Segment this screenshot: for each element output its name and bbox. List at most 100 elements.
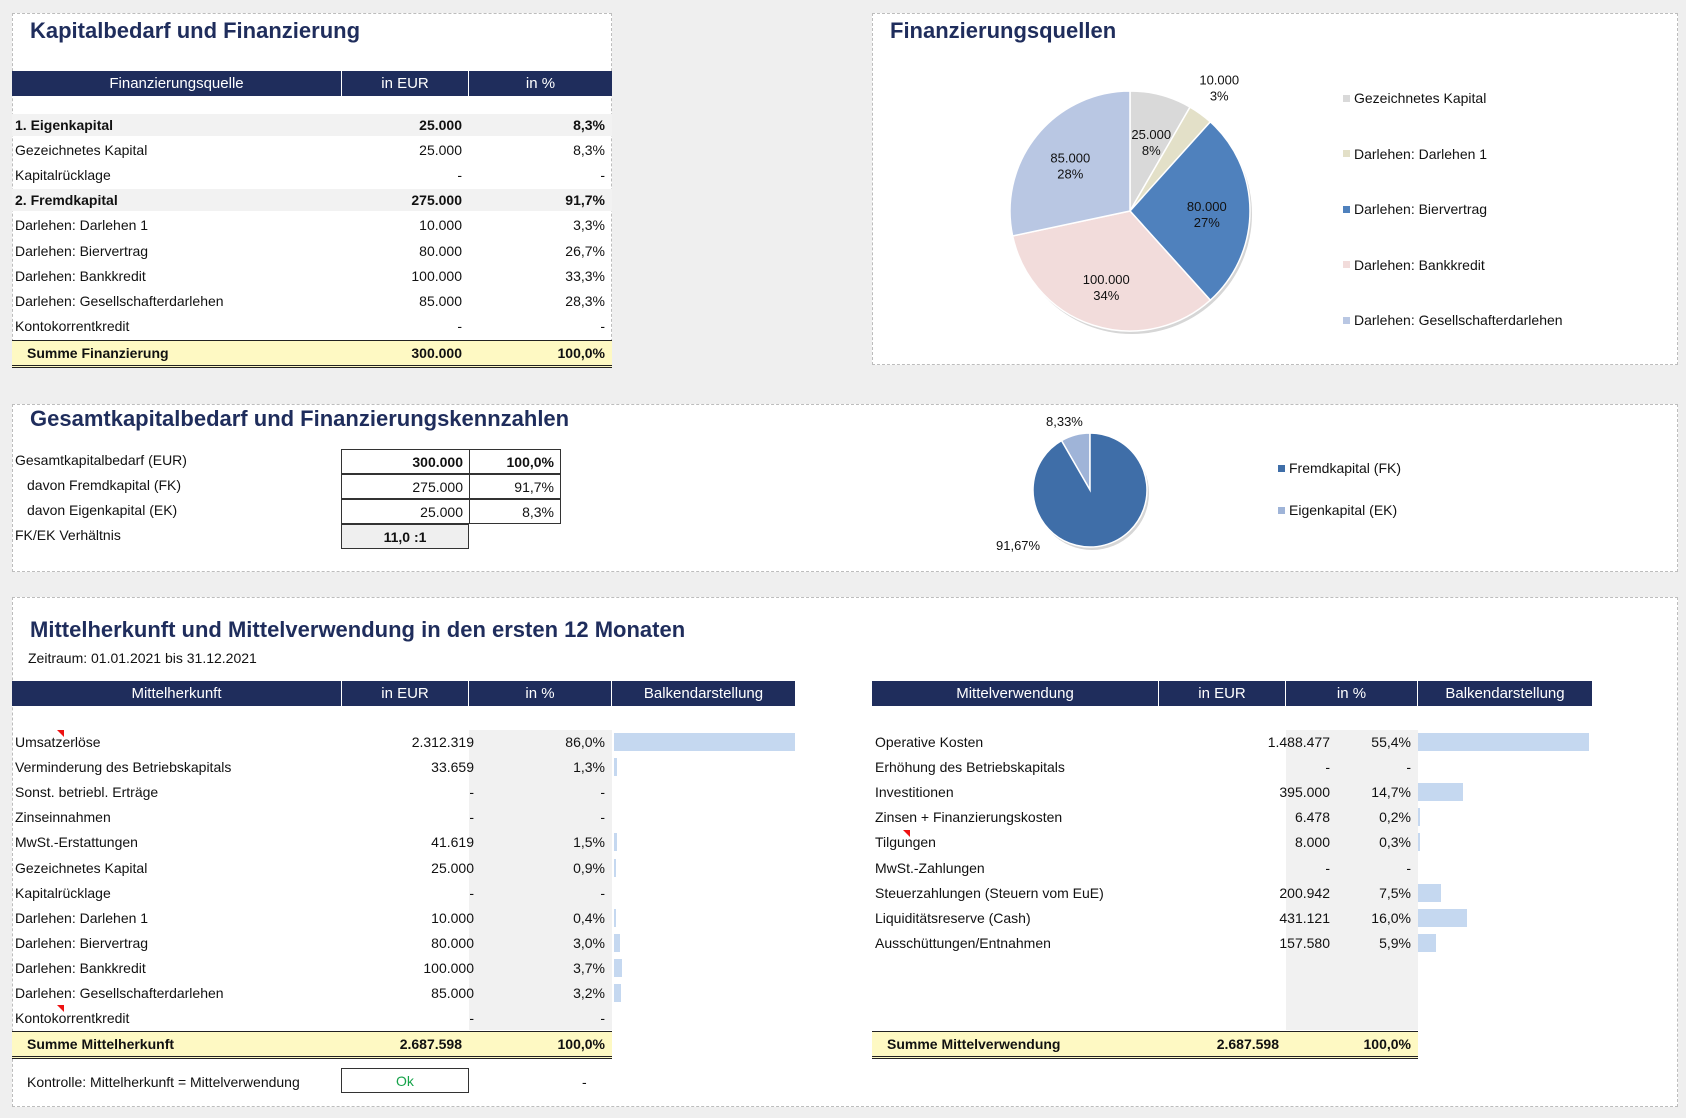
pie-pct-label: 28% — [1057, 167, 1083, 182]
row-pct: 1,3% — [573, 759, 605, 776]
row-label: Sonst. betriebl. Erträge — [15, 784, 159, 801]
left-sum-label: Summe Mittelherkunft — [27, 1036, 175, 1052]
row-pct: 5,9% — [1379, 934, 1411, 951]
control-label: Kontrolle: Mittelherkunft = Mittelverwen… — [27, 1074, 300, 1090]
table-row: Tilgungen 8.000 0,3% — [872, 831, 1592, 853]
row-eur: - — [1325, 759, 1330, 776]
table-row: Liquiditätsreserve (Cash) 431.121 16,0% — [872, 907, 1592, 929]
row-eur: 395.000 — [1279, 784, 1330, 801]
kpi-row-eur: 275.000 — [341, 474, 470, 499]
share-bar — [1418, 808, 1420, 827]
table-row: Kapitalrücklage - - — [12, 882, 795, 904]
row-label: 1. Eigenkapital — [15, 117, 114, 133]
table-row: Gezeichnetes Kapital 25.000 8,3% — [12, 139, 612, 161]
share-bar — [1418, 883, 1442, 902]
legend-swatch — [1278, 464, 1285, 472]
row-label: Zinsen + Finanzierungskosten — [875, 809, 1063, 826]
legend-item: Fremdkapital (FK) — [1278, 460, 1401, 476]
table-row: 1. Eigenkapital 25.000 8,3% — [12, 114, 612, 136]
row-eur: 85.000 — [431, 985, 474, 1001]
row-eur: 80.000 — [431, 934, 474, 951]
row-eur: - — [469, 1010, 474, 1027]
sources-sum-row: Summe Mittelherkunft 2.687.598 100,0% — [12, 1031, 612, 1059]
kpi-row-pct: 8,3% — [469, 499, 561, 524]
pie-value-label: 85.000 — [1050, 151, 1090, 166]
row-eur: 41.619 — [431, 834, 474, 851]
fk-ek-pie-chart — [1032, 432, 1149, 550]
header-right-eur: in EUR — [1159, 681, 1286, 706]
legend-item: Darlehen: Bankkredit — [1343, 257, 1485, 273]
row-pct: 86,0% — [565, 734, 605, 750]
pie-slice — [1128, 120, 1251, 302]
row-eur: 2.312.319 — [411, 734, 474, 750]
pie-slice — [1009, 90, 1131, 237]
row-pct: 91,7% — [565, 192, 605, 209]
row-eur: 100.000 — [411, 267, 462, 284]
financing-table-header: Finanzierungsquelle in EUR in % — [12, 71, 612, 96]
row-label: Darlehen: Darlehen 1 — [15, 217, 149, 234]
right-sum-eur: 2.687.598 — [1216, 1036, 1279, 1052]
row-eur: - — [457, 317, 462, 334]
row-label: Darlehen: Biervertrag — [15, 934, 149, 951]
kpi-row-label: Gesamtkapitalbedarf (EUR) — [15, 452, 187, 468]
legend-swatch — [1343, 205, 1350, 213]
pie-label-fk: 91,67% — [996, 538, 1041, 553]
legend-label: Darlehen: Gesellschafterdarlehen — [1354, 312, 1563, 328]
legend-item: Darlehen: Darlehen 1 — [1343, 146, 1487, 162]
row-pct: 3,0% — [573, 934, 605, 951]
comment-marker — [57, 730, 64, 737]
row-label: MwSt.-Erstattungen — [15, 834, 138, 851]
kpi-row-pct: 91,7% — [469, 474, 561, 499]
row-eur: - — [469, 884, 474, 901]
share-bar — [1418, 733, 1589, 751]
period-text: Zeitraum: 01.01.2021 bis 31.12.2021 — [28, 650, 257, 666]
share-bar — [1418, 933, 1437, 952]
legend-swatch — [1343, 261, 1350, 269]
row-label: Darlehen: Gesellschafterdarlehen — [15, 292, 224, 309]
row-label: Kontokorrentkredit — [15, 1010, 130, 1027]
share-bar — [614, 933, 621, 952]
pie-label-ek: 8,33% — [1046, 414, 1083, 429]
table-row: Steuerzahlungen (Steuern vom EuE) 200.942… — [872, 882, 1592, 904]
legend-swatch — [1343, 316, 1350, 324]
row-pct: - — [600, 1010, 605, 1027]
kpi-panel — [12, 404, 1678, 572]
row-pct: 16,0% — [1371, 909, 1411, 926]
row-eur: 80.000 — [419, 242, 462, 259]
legend-label: Darlehen: Biervertrag — [1354, 201, 1488, 217]
row-pct: 26,7% — [565, 242, 605, 259]
row-pct: 0,3% — [1379, 834, 1411, 851]
row-pct: 28,3% — [565, 292, 605, 309]
row-eur: 8.000 — [1294, 834, 1330, 851]
row-pct: - — [600, 167, 605, 184]
row-pct: 7,5% — [1379, 884, 1411, 901]
header-left-bars: Balkendarstellung — [643, 685, 764, 702]
ratio-value: 11,0 :1 — [341, 524, 469, 549]
legend-label: Darlehen: Darlehen 1 — [1354, 145, 1488, 162]
table-row: 2. Fremdkapital 275.000 91,7% — [12, 189, 612, 212]
header-pct: in % — [525, 75, 556, 92]
row-pct: 1,5% — [573, 834, 605, 851]
table-row: Darlehen: Gesellschafterdarlehen 85.000 3,… — [12, 982, 795, 1004]
row-eur: 10.000 — [419, 217, 462, 234]
row-pct: 55,4% — [1371, 734, 1411, 750]
row-eur: 25.000 — [431, 859, 474, 876]
share-bar — [614, 758, 617, 777]
row-pct: 8,3% — [573, 142, 605, 159]
pie-slice — [1011, 210, 1212, 332]
sum-eur: 300.000 — [411, 345, 462, 361]
share-bar — [614, 733, 795, 751]
right-pct-shade — [1286, 730, 1418, 1030]
row-label: Kapitalrücklage — [15, 167, 111, 184]
row-label: Steuerzahlungen (Steuern vom EuE) — [875, 884, 1104, 901]
pie-pct-label: 8% — [1142, 143, 1161, 158]
row-pct: 3,2% — [573, 985, 605, 1001]
legend-label: Fremdkapital (FK) — [1289, 460, 1402, 476]
row-label: Operative Kosten — [875, 734, 984, 750]
financing-title: Kapitalbedarf und Finanzierung — [30, 18, 361, 43]
table-row: Erhöhung des Betriebskapitals - - — [872, 756, 1592, 778]
row-label: 2. Fremdkapital — [15, 192, 118, 209]
right-sum-pct: 100,0% — [1363, 1036, 1411, 1052]
uses-sum-row: Summe Mittelverwendung 2.687.598 100,0% — [872, 1031, 1418, 1059]
row-eur: 200.942 — [1279, 884, 1330, 901]
